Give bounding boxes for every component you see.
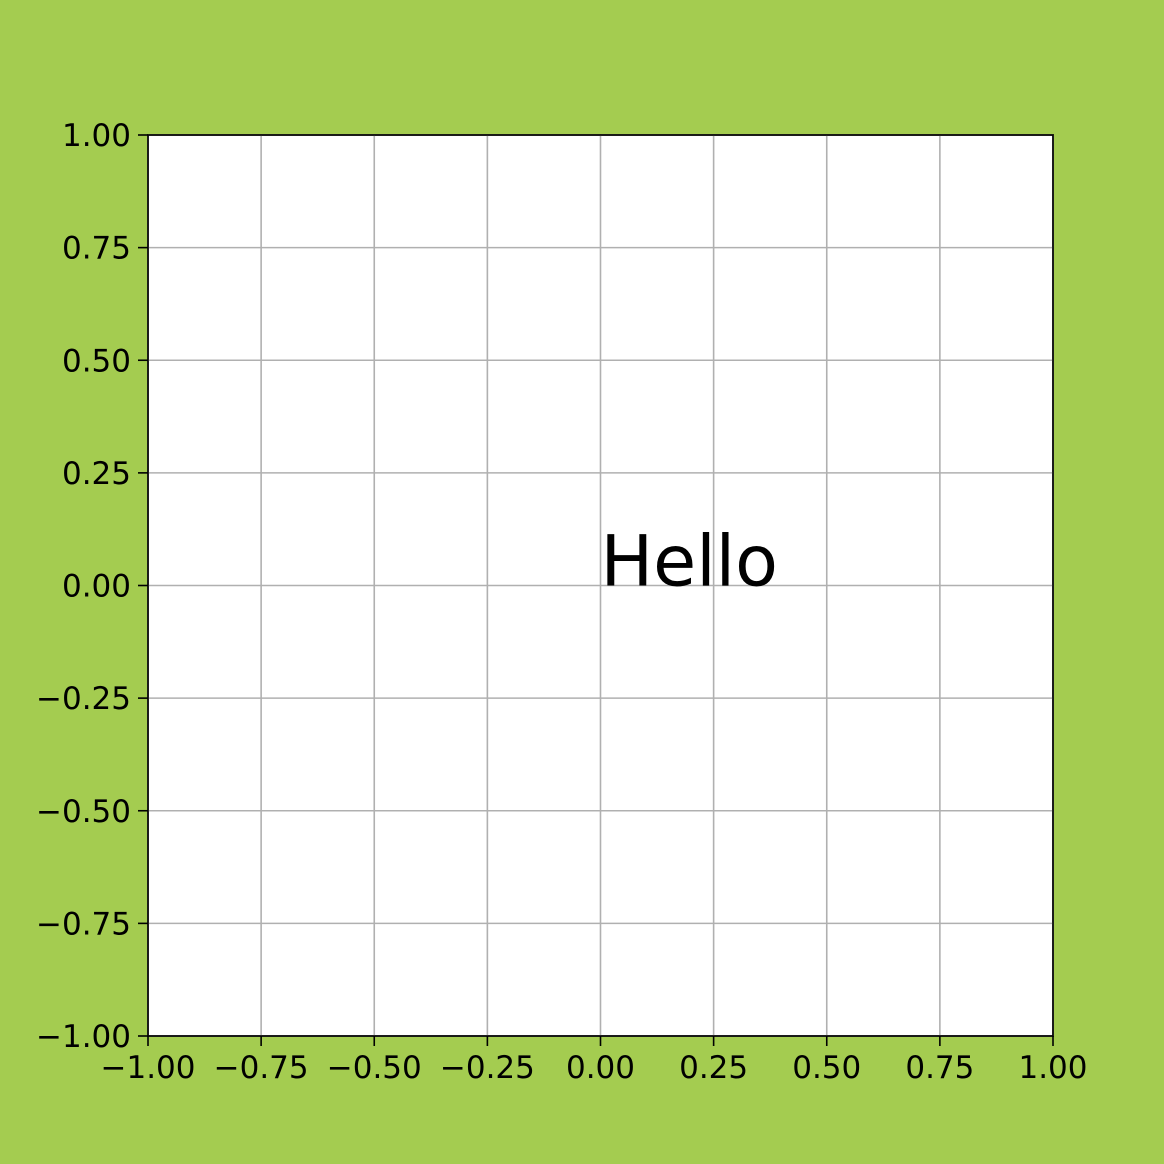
- y-tick-label: −0.25: [36, 681, 131, 717]
- annotations: Hello: [601, 521, 778, 603]
- x-axis: −1.00 −0.75 −0.50 −0.25 0.00 0.25 0.50 0.75 1.00: [101, 1036, 1088, 1086]
- y-tick-label: 0.50: [62, 343, 131, 379]
- x-tick-label: −1.00: [101, 1050, 196, 1086]
- annotation-text: Hello: [601, 521, 778, 603]
- x-tick-label: 0.00: [566, 1050, 635, 1086]
- y-tick-label: 1.00: [62, 118, 131, 154]
- x-tick-label: 1.00: [1018, 1050, 1087, 1086]
- y-tick-label: −0.50: [36, 794, 131, 830]
- y-tick-label: 0.25: [62, 456, 131, 492]
- y-tick-label: −1.00: [36, 1019, 131, 1055]
- x-tick-label: 0.75: [905, 1050, 974, 1086]
- x-tick-label: 0.25: [679, 1050, 748, 1086]
- x-tick-label: 0.50: [792, 1050, 861, 1086]
- x-tick-label: −0.75: [214, 1050, 309, 1086]
- y-tick-label: 0.00: [62, 569, 131, 605]
- y-axis: −1.00 −0.75 −0.50 −0.25 0.00 0.25 0.50 0.75 1.00: [36, 118, 148, 1055]
- x-tick-label: −0.25: [440, 1050, 535, 1086]
- y-tick-label: 0.75: [62, 231, 131, 267]
- x-tick-label: −0.50: [327, 1050, 422, 1086]
- y-tick-label: −0.75: [36, 906, 131, 942]
